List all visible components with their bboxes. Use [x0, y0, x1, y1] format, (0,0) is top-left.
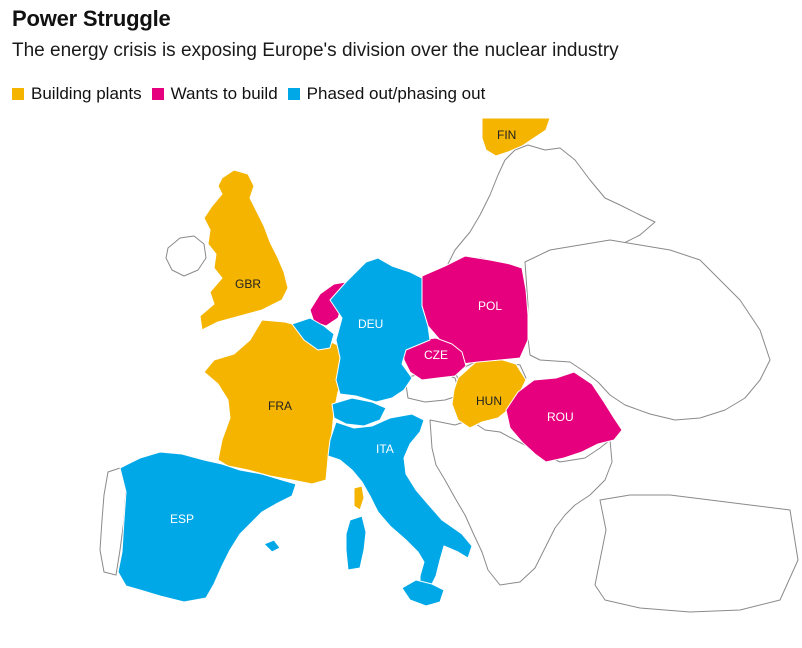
- balkans-land: [429, 419, 613, 586]
- label-ita: ITA: [376, 442, 394, 456]
- legend-swatch-building: [12, 88, 24, 100]
- label-deu: DEU: [358, 317, 383, 331]
- country-deu: [329, 257, 431, 403]
- country-ita-sicily: [401, 579, 445, 607]
- chart-subtitle: The energy crisis is exposing Europe's d…: [12, 40, 619, 61]
- highlighted-countries: [117, 117, 623, 607]
- country-esp-balearic: [263, 539, 281, 553]
- label-rou: ROU: [547, 410, 574, 424]
- country-fin: [481, 117, 551, 157]
- eastern-europe-land: [524, 239, 771, 421]
- country-ita-sardinia: [345, 515, 367, 571]
- country-rou: [505, 371, 623, 463]
- label-fin: FIN: [497, 128, 516, 142]
- country-bel: [291, 317, 335, 351]
- label-hun: HUN: [476, 394, 502, 408]
- legend-swatch-wants: [151, 88, 164, 100]
- legend-label-wants: Wants to build: [170, 84, 278, 103]
- chart-title: Power Struggle: [12, 6, 171, 31]
- legend-item-building: Building plants: [12, 84, 142, 104]
- country-ita: [327, 413, 473, 591]
- label-esp: ESP: [170, 512, 194, 526]
- legend-label-building: Building plants: [31, 84, 142, 103]
- legend-label-phased: Phased out/phasing out: [306, 84, 486, 103]
- country-pol: [421, 255, 529, 365]
- label-fra: FRA: [268, 399, 292, 413]
- legend-item-wants: Wants to build: [151, 84, 278, 104]
- country-labels: FIN GBR FRA HUN POL CZE ROU DEU ITA ESP: [170, 128, 574, 526]
- legend-item-phased: Phased out/phasing out: [287, 84, 486, 104]
- legend: Building plants Wants to build Phased ou…: [12, 84, 495, 104]
- country-gbr: [199, 169, 289, 331]
- country-esp: [117, 451, 297, 603]
- label-gbr: GBR: [235, 277, 261, 291]
- legend-swatch-phased: [287, 88, 300, 100]
- country-che: [331, 397, 387, 427]
- ireland-land: [165, 235, 207, 277]
- turkey-land: [594, 494, 799, 613]
- country-cze: [401, 337, 467, 381]
- europe-map: FIN GBR FRA HUN POL CZE ROU DEU ITA ESP: [99, 117, 799, 613]
- country-fra-corsica: [353, 485, 365, 511]
- label-cze: CZE: [424, 348, 448, 362]
- label-pol: POL: [478, 299, 502, 313]
